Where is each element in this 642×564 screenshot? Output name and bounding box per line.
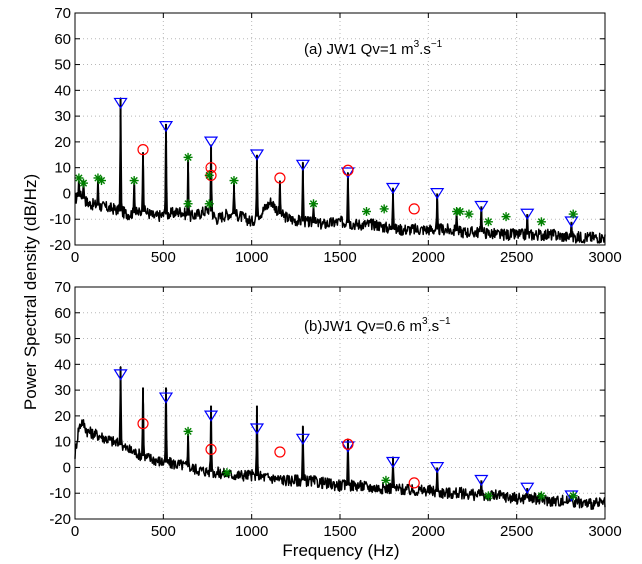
x-tick-label: 1000 xyxy=(235,523,268,540)
x-tick-label: 2000 xyxy=(412,523,445,540)
star-marker xyxy=(229,176,239,186)
harmonic-triangle-marker xyxy=(430,462,445,474)
x-tick-label: 2500 xyxy=(500,523,533,540)
harmonic-triangle-marker xyxy=(113,97,128,110)
star-marker xyxy=(536,491,546,501)
y-tick-label: 20 xyxy=(54,134,71,151)
circle-marker xyxy=(342,164,354,176)
y-tick-label: 60 xyxy=(54,31,71,48)
star-marker xyxy=(129,176,139,186)
star-marker xyxy=(204,170,214,180)
x-tick-label: 2500 xyxy=(500,249,533,266)
x-tick-label: 1500 xyxy=(323,249,356,266)
y-tick-label: 0 xyxy=(63,185,71,202)
y-tick-label: 40 xyxy=(54,82,71,99)
star-marker xyxy=(483,491,493,501)
harmonic-triangle-marker xyxy=(203,410,219,422)
circle-marker xyxy=(274,172,286,184)
star-marker xyxy=(501,212,511,222)
y-tick-label: 0 xyxy=(63,459,71,476)
harmonic-triangle-marker xyxy=(520,482,535,494)
star-marker xyxy=(568,209,578,219)
x-tick-label: 500 xyxy=(151,249,176,266)
harmonic-triangle-marker xyxy=(474,200,489,213)
spectrum-line xyxy=(74,97,606,244)
panel-a: 0 500 1000 1500 2000 2500 3000 -20 -10 0 10 20 30 40 5… xyxy=(49,5,621,266)
x-tick-label: 3000 xyxy=(588,523,621,540)
star-marker xyxy=(536,217,546,227)
x-tick-label: 3000 xyxy=(588,249,621,266)
star-marker xyxy=(78,178,88,188)
star-marker xyxy=(568,491,578,501)
harmonic-triangle-marker xyxy=(474,474,489,487)
x-tick-label: 0 xyxy=(71,523,79,540)
x-tick-label: 500 xyxy=(151,523,176,540)
spectrum-line xyxy=(74,366,606,510)
harmonic-triangle-marker xyxy=(113,369,128,381)
harmonic-triangle-marker xyxy=(295,433,310,446)
circle-marker xyxy=(137,418,149,430)
panel-b-title: (b)JW1 Qv=0.6 m3.s−1 xyxy=(304,316,451,335)
harmonic-triangle-marker xyxy=(203,136,219,148)
harmonic-triangle-marker xyxy=(385,182,401,195)
harmonic-triangle-marker xyxy=(158,121,174,133)
star-marker xyxy=(464,209,474,219)
circle-marker xyxy=(137,144,149,156)
circle-marker xyxy=(408,203,420,215)
star-marker xyxy=(455,206,465,216)
y-tick-label: 10 xyxy=(54,434,71,451)
x-axis-label: Frequency (Hz) xyxy=(282,541,399,560)
star-marker xyxy=(381,475,391,485)
panel-a-title: (a) JW1 Qv=1 m3.s−1 xyxy=(304,39,443,58)
star-marker xyxy=(97,176,106,186)
circle-marker xyxy=(205,443,217,455)
star-marker xyxy=(483,217,493,227)
harmonic-triangle-marker xyxy=(249,149,265,161)
y-tick-label: 60 xyxy=(54,305,71,322)
star-marker xyxy=(379,204,389,214)
y-tick-label: 50 xyxy=(54,57,71,74)
harmonic-triangle-marker xyxy=(520,208,535,220)
harmonic-triangle-marker xyxy=(564,216,579,228)
star-marker xyxy=(222,468,232,478)
star-marker xyxy=(183,199,193,209)
x-tick-label: 0 xyxy=(71,249,79,266)
y-tick-label: 10 xyxy=(54,160,71,177)
star-marker xyxy=(183,152,193,162)
y-tick-label: 70 xyxy=(54,5,71,22)
harmonic-triangle-marker xyxy=(385,456,401,469)
harmonic-triangle-marker xyxy=(249,423,265,435)
x-tick-label: 1500 xyxy=(323,523,356,540)
x-tick-label: 1000 xyxy=(235,249,268,266)
y-tick-label: 20 xyxy=(54,408,71,425)
panel-b: 0 500 1000 1500 2000 2500 3000 -20 -10 0 10 20 30 40 5… xyxy=(49,279,621,540)
harmonic-triangle-marker xyxy=(340,167,356,179)
y-tick-label: 30 xyxy=(54,108,71,125)
star-marker xyxy=(183,426,193,436)
y-tick-label: 70 xyxy=(54,279,71,296)
circle-marker xyxy=(274,446,286,458)
star-marker xyxy=(204,199,214,209)
y-tick-label: -20 xyxy=(49,511,71,528)
y-tick-label: 30 xyxy=(54,382,71,399)
y-axis-label: Power Spectral density (dB/Hz) xyxy=(21,174,40,410)
y-tick-label: -10 xyxy=(49,485,71,502)
harmonic-triangle-marker xyxy=(158,392,174,404)
y-tick-label: -20 xyxy=(49,237,71,254)
star-marker xyxy=(309,199,318,209)
y-tick-label: -10 xyxy=(49,211,71,228)
y-tick-label: 40 xyxy=(54,356,71,373)
circle-marker xyxy=(342,438,354,450)
x-tick-label: 2000 xyxy=(412,249,445,266)
harmonic-triangle-marker xyxy=(295,159,310,172)
circle-marker xyxy=(408,477,420,489)
harmonic-triangle-marker xyxy=(430,188,445,200)
harmonic-triangle-marker xyxy=(340,441,356,453)
y-tick-label: 50 xyxy=(54,331,71,348)
star-marker xyxy=(362,206,371,216)
